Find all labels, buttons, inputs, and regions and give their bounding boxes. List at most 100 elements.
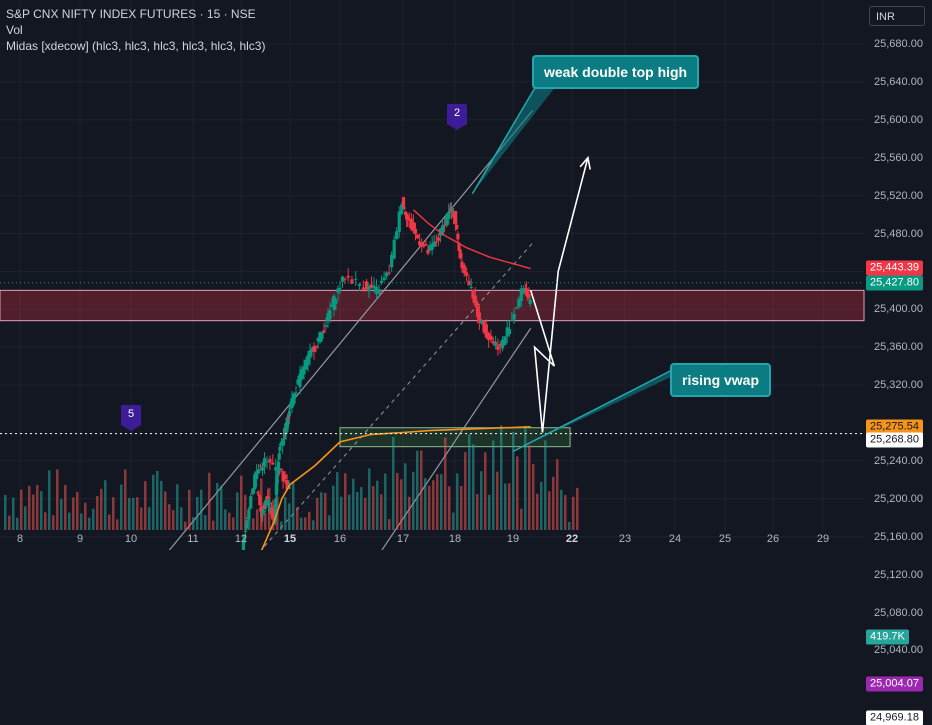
candle-body bbox=[358, 284, 361, 286]
callout-rising-vwap[interactable]: rising vwap bbox=[670, 363, 771, 397]
volume-bar bbox=[504, 484, 507, 530]
candle-body bbox=[334, 300, 337, 304]
price-chart[interactable] bbox=[0, 0, 932, 550]
volume-bar bbox=[152, 475, 155, 530]
volume-bar bbox=[296, 507, 299, 530]
candle-body bbox=[393, 240, 396, 259]
volume-bar bbox=[200, 490, 203, 530]
volume-bar bbox=[436, 474, 439, 530]
marker-badge-2[interactable]: 2 bbox=[447, 104, 467, 124]
candle-body bbox=[470, 287, 473, 288]
volume-bar bbox=[352, 479, 355, 530]
volume-bar bbox=[132, 498, 135, 530]
volume-bar bbox=[4, 495, 7, 530]
volume-bar bbox=[512, 432, 515, 530]
support-zone bbox=[340, 428, 570, 447]
chart-area[interactable] bbox=[0, 0, 932, 550]
volume-bar bbox=[280, 522, 283, 530]
volume-bar bbox=[224, 509, 227, 530]
candle-body bbox=[320, 332, 323, 339]
price-axis-marker: 24,969.18 bbox=[866, 710, 923, 725]
volume-bar bbox=[164, 492, 167, 530]
candle-body bbox=[245, 520, 248, 528]
candle-body bbox=[277, 462, 280, 471]
volume-bar bbox=[328, 515, 331, 530]
time-tick-label: 15 bbox=[284, 533, 296, 545]
volume-bar bbox=[304, 517, 307, 530]
volume-bar bbox=[216, 483, 219, 530]
candle-body bbox=[362, 287, 365, 289]
volume-bar bbox=[192, 517, 195, 530]
volume-bar bbox=[140, 507, 143, 530]
time-tick-label: 23 bbox=[619, 533, 631, 545]
candle-body bbox=[268, 503, 271, 504]
symbol-title[interactable]: S&P CNX NIFTY INDEX FUTURES · 15 · NSE bbox=[6, 6, 265, 22]
volume-bar bbox=[336, 472, 339, 530]
candle-body bbox=[418, 241, 421, 245]
price-axis-marker: 25,427.80 bbox=[866, 275, 923, 290]
candle-body bbox=[292, 394, 295, 404]
volume-bar bbox=[48, 470, 51, 530]
candle-body bbox=[437, 237, 440, 240]
candle-body bbox=[336, 288, 339, 292]
midas-indicator-label[interactable]: Midas [xdecow] (hlc3, hlc3, hlc3, hlc3, … bbox=[6, 38, 265, 54]
volume-bar bbox=[484, 452, 487, 530]
time-tick-label: 9 bbox=[77, 533, 83, 545]
candle-body bbox=[435, 241, 438, 242]
volume-bar bbox=[428, 486, 431, 530]
volume-bar bbox=[56, 469, 59, 530]
volume-bar bbox=[332, 486, 335, 530]
volume-bar bbox=[136, 497, 139, 530]
volume-bar bbox=[376, 481, 379, 530]
candle-body bbox=[271, 463, 274, 465]
candle-body bbox=[247, 510, 250, 520]
volume-bar bbox=[264, 513, 267, 530]
volume-bar bbox=[188, 490, 191, 530]
candle-body bbox=[515, 307, 518, 308]
volume-bar bbox=[76, 492, 79, 530]
volume-bar bbox=[380, 494, 383, 530]
candle-body bbox=[278, 447, 281, 451]
candle-body bbox=[459, 249, 462, 258]
candle-body bbox=[424, 244, 427, 245]
price-axis-marker: 25,004.07 bbox=[866, 677, 923, 692]
candle-body bbox=[513, 314, 516, 320]
volume-bar bbox=[112, 497, 115, 530]
volume-bar bbox=[324, 493, 327, 530]
volume-bar bbox=[32, 495, 35, 530]
price-tick-label: 25,200.00 bbox=[874, 493, 923, 505]
volume-bar bbox=[148, 507, 151, 530]
volume-bar bbox=[8, 516, 11, 530]
volume-bar bbox=[88, 518, 91, 530]
candle-body bbox=[263, 458, 266, 466]
time-tick-label: 8 bbox=[17, 533, 23, 545]
volume-bar bbox=[204, 515, 207, 530]
candle-body bbox=[529, 300, 532, 304]
candle-body bbox=[259, 466, 262, 467]
volume-bar bbox=[344, 473, 347, 530]
volume-bar bbox=[396, 473, 399, 530]
candle-body bbox=[284, 475, 287, 479]
candle-body bbox=[522, 288, 525, 293]
volume-bar bbox=[228, 513, 231, 530]
candle-body bbox=[395, 231, 398, 239]
volume-bar bbox=[552, 477, 555, 530]
volume-bar bbox=[388, 519, 391, 530]
volume-bar bbox=[212, 521, 215, 530]
candle-body bbox=[261, 467, 264, 470]
marker-badge-5[interactable]: 5 bbox=[121, 405, 141, 425]
volume-bar bbox=[196, 497, 199, 530]
volume-bar bbox=[356, 492, 359, 530]
volume-bar bbox=[64, 485, 67, 530]
callout-weak-double-top[interactable]: weak double top high bbox=[532, 55, 699, 89]
volume-indicator-label[interactable]: Vol bbox=[6, 22, 265, 38]
volume-bar bbox=[400, 479, 403, 530]
volume-bar bbox=[460, 486, 463, 530]
candle-body bbox=[388, 272, 391, 273]
candle-body bbox=[433, 242, 436, 247]
volume-bar bbox=[468, 434, 471, 530]
volume-bar bbox=[472, 444, 475, 530]
candle-body bbox=[496, 346, 499, 350]
